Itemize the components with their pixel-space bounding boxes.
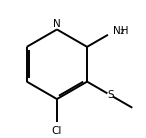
Text: NH: NH [113, 26, 128, 36]
Text: N: N [53, 19, 61, 29]
Text: S: S [108, 90, 114, 100]
Text: 2: 2 [120, 29, 125, 35]
Text: Cl: Cl [52, 127, 62, 136]
